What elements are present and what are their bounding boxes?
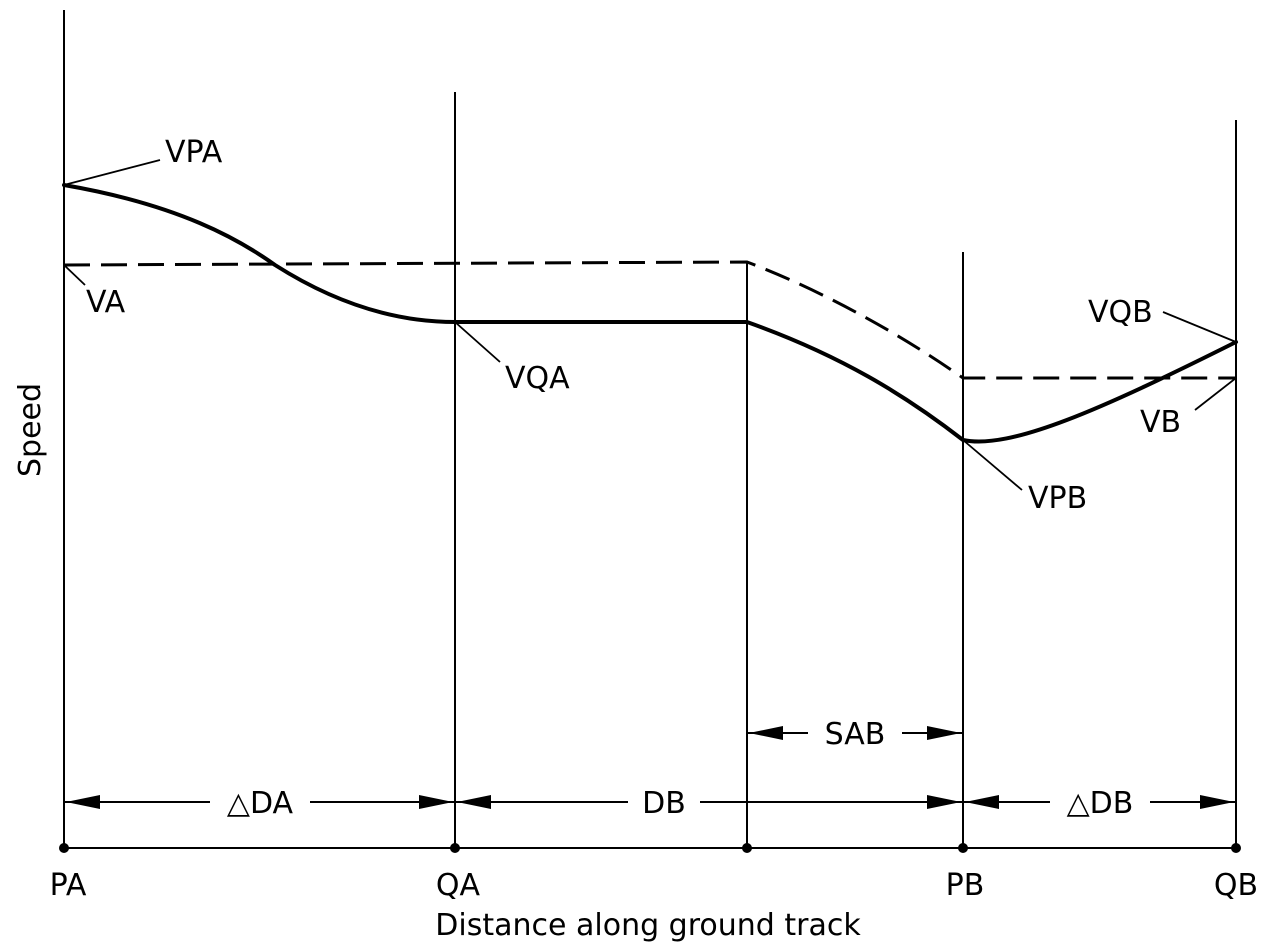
station-dot-pb <box>958 843 968 853</box>
station-label-pa: PA <box>50 868 87 903</box>
label-delta-da: △DA <box>227 786 294 821</box>
label-sab: SAB <box>825 717 886 752</box>
station-dot-mid <box>742 843 752 853</box>
station-dot-qa <box>450 843 460 853</box>
x-axis-label: Distance along ground track <box>435 908 861 943</box>
dimension-delta-db <box>963 795 1236 809</box>
label-va: VA <box>86 285 126 320</box>
station-dot-qb <box>1231 843 1241 853</box>
label-vb: VB <box>1140 405 1181 440</box>
station-dot-pa <box>59 843 69 853</box>
station-label-qb: QB <box>1214 868 1258 903</box>
label-delta-db: △DB <box>1067 786 1134 821</box>
dimension-sab <box>747 726 963 740</box>
label-vpb: VPB <box>1028 481 1087 516</box>
leader-vpa <box>63 159 161 186</box>
station-label-qa: QA <box>436 868 481 903</box>
dimension-db <box>455 795 963 809</box>
leader-va <box>63 264 86 286</box>
label-db: DB <box>642 786 686 821</box>
dimension-delta-da <box>64 795 455 809</box>
label-vqa: VQA <box>505 361 570 396</box>
leader-vb <box>1194 377 1237 411</box>
dashed-speed-curve <box>63 260 1236 380</box>
leader-vqb <box>1162 311 1237 343</box>
leader-vpb <box>962 439 1023 491</box>
station-label-pb: PB <box>946 868 985 903</box>
label-vqb: VQB <box>1088 295 1153 330</box>
leader-vqa <box>454 321 501 363</box>
solid-speed-curve <box>62 183 1238 444</box>
label-vpa: VPA <box>165 135 223 170</box>
y-axis-label: Speed <box>13 383 48 477</box>
